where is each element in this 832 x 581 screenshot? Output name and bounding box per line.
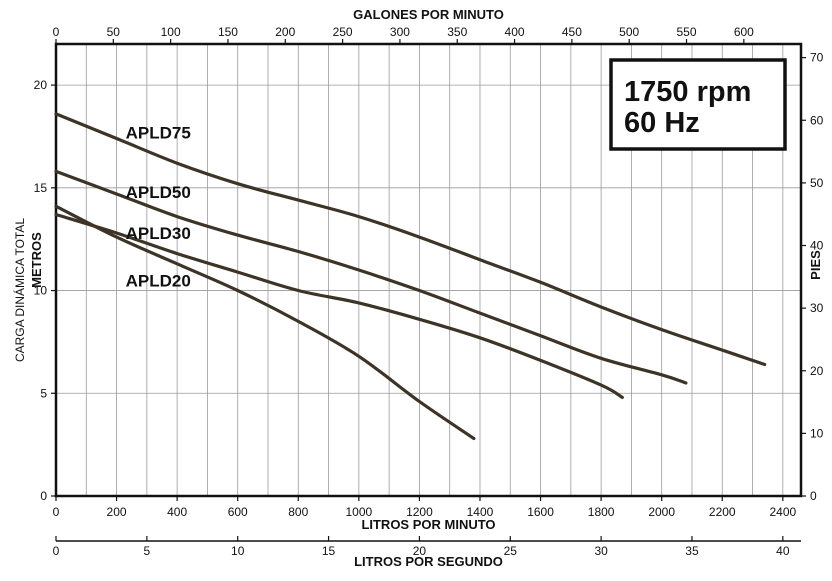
x-tick-label: 1000 bbox=[345, 505, 372, 519]
top-tick-label: 150 bbox=[218, 25, 238, 39]
top-tick-label: 200 bbox=[275, 25, 295, 39]
frequency-label: 60 Hz bbox=[624, 107, 700, 139]
y-tick-label: 10 bbox=[34, 284, 48, 298]
right-tick-label: 10 bbox=[810, 426, 824, 440]
top-tick-label: 100 bbox=[161, 25, 181, 39]
bottom-secondary-tick-label: 5 bbox=[144, 544, 151, 558]
series-label-apld50: APLD50 bbox=[126, 183, 191, 202]
x-axis-title: LITROS POR MINUTO bbox=[361, 517, 495, 532]
x-tick-label: 1200 bbox=[406, 505, 433, 519]
x-tick-label: 0 bbox=[53, 505, 60, 519]
right-tick-label: 0 bbox=[810, 489, 817, 503]
bottom-secondary-tick-label: 20 bbox=[413, 544, 427, 558]
bottom-secondary-axis-title: LITROS POR SEGUNDO bbox=[354, 554, 503, 569]
bottom-secondary-tick-label: 25 bbox=[504, 544, 518, 558]
right-tick-label: 50 bbox=[810, 176, 824, 190]
x-tick-label: 1800 bbox=[588, 505, 615, 519]
y-tick-label: 5 bbox=[40, 386, 47, 400]
top-tick-label: 250 bbox=[333, 25, 353, 39]
series-line-apld75 bbox=[54, 112, 767, 367]
top-tick-label: 400 bbox=[505, 25, 525, 39]
bottom-secondary-tick-label: 40 bbox=[776, 544, 790, 558]
top-tick-label: 550 bbox=[677, 25, 697, 39]
x-tick-label: 1600 bbox=[527, 505, 554, 519]
x-tick-label: 400 bbox=[167, 505, 187, 519]
series-label-apld75: APLD75 bbox=[126, 123, 191, 142]
top-tick-label: 50 bbox=[107, 25, 121, 39]
series-line-apld50 bbox=[54, 169, 688, 385]
top-tick-label: 350 bbox=[447, 25, 467, 39]
series-label-apld30: APLD30 bbox=[126, 224, 191, 243]
bottom-secondary-tick-label: 10 bbox=[231, 544, 245, 558]
top-tick-label: 450 bbox=[562, 25, 582, 39]
rpm-label: 1750 rpm bbox=[624, 76, 751, 108]
x-tick-label: 800 bbox=[288, 505, 308, 519]
y-axis-title: METROS bbox=[29, 232, 44, 288]
right-tick-label: 60 bbox=[810, 113, 824, 127]
grid-layer bbox=[56, 44, 801, 496]
right-tick-label: 30 bbox=[810, 301, 824, 315]
bottom-secondary-tick-label: 0 bbox=[53, 544, 60, 558]
top-tick-label: 300 bbox=[390, 25, 410, 39]
right-tick-label: 40 bbox=[810, 239, 824, 253]
x-tick-label: 600 bbox=[228, 505, 248, 519]
labels-layer: APLD75 APLD50 APLD30 APLD20 bbox=[126, 123, 191, 290]
curves-layer bbox=[54, 112, 767, 441]
y-tick-label: 20 bbox=[34, 78, 48, 92]
x-tick-label: 1400 bbox=[467, 505, 494, 519]
right-tick-label: 70 bbox=[810, 51, 824, 65]
x-tick-label: 2400 bbox=[769, 505, 796, 519]
bottom-secondary-tick-label: 30 bbox=[594, 544, 608, 558]
y-tick-label: 0 bbox=[40, 489, 47, 503]
rpm-annotation-box: 1750 rpm 60 Hz bbox=[609, 58, 787, 151]
right-axis-title: PIES bbox=[808, 250, 823, 280]
top-tick-label: 500 bbox=[619, 25, 639, 39]
y-axis-subtitle: CARGA DINÁMICA TOTAL bbox=[12, 218, 27, 362]
x-tick-label: 200 bbox=[107, 505, 127, 519]
bottom-secondary-tick-label: 35 bbox=[685, 544, 699, 558]
series-label-apld20: APLD20 bbox=[126, 271, 191, 290]
ticks-layer: 0 200 400 600 800 1000 1200 1400 1600 1800 2000 220… bbox=[34, 25, 824, 558]
x-tick-label: 2000 bbox=[648, 505, 675, 519]
series-line-apld20 bbox=[54, 204, 476, 441]
top-tick-label: 600 bbox=[734, 25, 754, 39]
y-tick-label: 15 bbox=[34, 181, 48, 195]
top-axis-title: GALONES POR MINUTO bbox=[353, 7, 504, 22]
bottom-secondary-tick-label: 15 bbox=[322, 544, 336, 558]
right-tick-label: 20 bbox=[810, 364, 824, 378]
top-tick-label: 0 bbox=[53, 25, 60, 39]
x-tick-label: 2200 bbox=[709, 505, 736, 519]
series-line-apld30 bbox=[54, 212, 624, 399]
plot-frame bbox=[54, 42, 803, 498]
